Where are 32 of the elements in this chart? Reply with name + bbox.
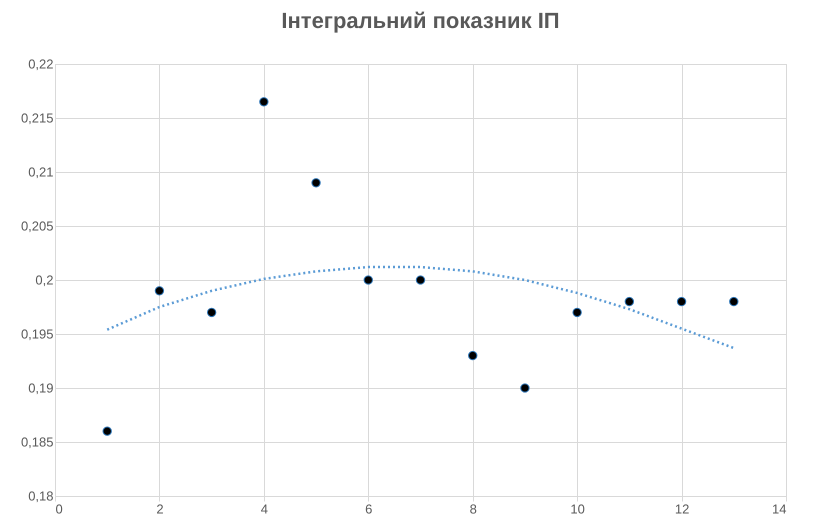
x-tick-label: 12: [674, 502, 690, 516]
point: [468, 350, 478, 360]
x-tick-label: 14: [772, 502, 786, 516]
x-tick-label: 4: [260, 502, 268, 516]
x-tick-label: 10: [570, 502, 585, 516]
y-tick-label: 0,18: [28, 488, 54, 504]
x-tick-label: 0: [56, 502, 63, 516]
point: [416, 275, 426, 285]
point: [676, 296, 686, 306]
point: [259, 97, 269, 106]
point: [520, 383, 530, 393]
y-tick-label: 0,2: [35, 272, 54, 288]
y-tick-label: 0,21: [28, 164, 54, 180]
point: [206, 308, 216, 318]
y-tick-label: 0,185: [20, 434, 54, 450]
chart-title: Інтегральний показник ІП: [281, 8, 560, 33]
x-tick-label: 2: [156, 502, 164, 516]
y-tick-label: 0,215: [20, 110, 54, 126]
point: [154, 286, 164, 296]
x-tick-label: 6: [365, 502, 372, 516]
point: [364, 275, 373, 285]
y-tick-label: 0,19: [28, 380, 54, 396]
point: [572, 308, 582, 318]
point: [624, 296, 634, 306]
line-series: [106, 266, 736, 350]
y-tick-label: 0,22: [28, 56, 54, 72]
y-tick-label: 0,195: [20, 326, 54, 342]
point: [102, 426, 112, 436]
x-tick-label: 8: [470, 502, 477, 516]
point: [311, 178, 321, 188]
y-tick-label: 0,205: [20, 218, 54, 234]
point: [729, 296, 738, 306]
